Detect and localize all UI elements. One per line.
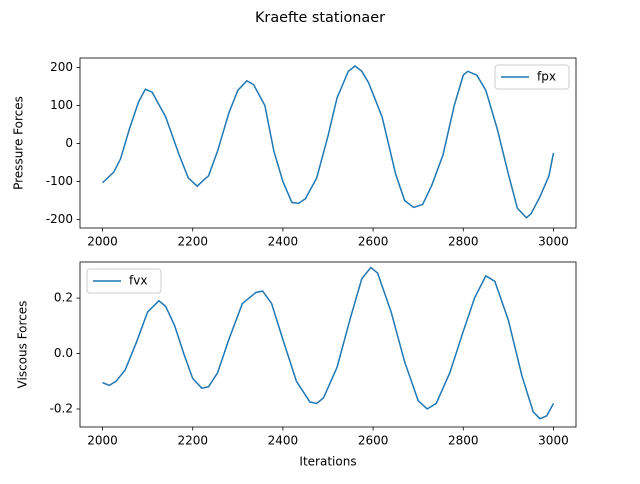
y-tick-label: -0.2	[50, 401, 73, 415]
x-tick-label: 2400	[268, 434, 299, 448]
x-tick-label: 2400	[268, 235, 299, 249]
legend-box	[494, 64, 570, 90]
y-tick-label: 0.2	[54, 291, 73, 305]
y-axis-label: Viscous Forces	[16, 301, 30, 389]
axes-frame	[79, 57, 577, 229]
y-tick-label: 0.0	[54, 346, 73, 360]
figure-title: Kraefte stationaer	[255, 10, 385, 26]
y-tick-label: 100	[50, 98, 73, 112]
x-tick-label: 2600	[358, 434, 389, 448]
x-axis-label: Iterations	[299, 455, 356, 469]
x-tick-label: 2800	[448, 235, 479, 249]
x-tick-label: 3000	[538, 434, 569, 448]
data-line	[102, 266, 555, 420]
x-tick-label: 2000	[87, 235, 118, 249]
y-tick-label: -100	[46, 174, 73, 188]
legend-label: fvx	[129, 274, 147, 288]
x-tick-label: 2800	[448, 434, 479, 448]
y-tick-label: 0	[65, 136, 73, 150]
x-tick-label: 2000	[87, 434, 118, 448]
data-line	[102, 65, 555, 219]
x-tick-label: 3000	[538, 235, 569, 249]
axes-frame	[79, 261, 577, 428]
x-tick-label: 2200	[177, 434, 208, 448]
x-tick-label: 2200	[177, 235, 208, 249]
y-tick-label: -200	[46, 212, 73, 226]
legend-box	[86, 268, 162, 294]
x-tick-label: 2600	[358, 235, 389, 249]
y-axis-label: Pressure Forces	[12, 96, 26, 190]
y-tick-label: 200	[50, 60, 73, 74]
legend-label: fpx	[537, 70, 556, 84]
